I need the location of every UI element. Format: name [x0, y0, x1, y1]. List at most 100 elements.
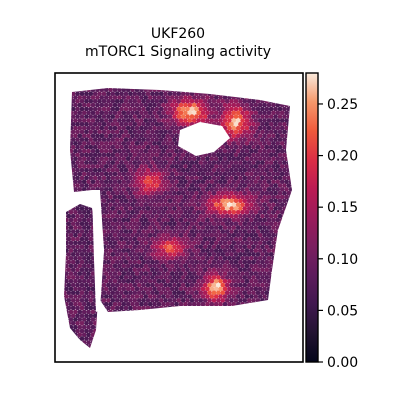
spot	[114, 275, 120, 280]
spot	[213, 118, 219, 123]
spot	[253, 88, 259, 93]
spot	[84, 99, 89, 104]
spot	[84, 267, 89, 273]
spot	[86, 133, 91, 139]
spot	[158, 344, 164, 348]
spot	[90, 88, 96, 93]
spot	[112, 225, 118, 230]
spot	[227, 141, 232, 146]
spot	[176, 313, 182, 319]
spot	[176, 244, 182, 250]
spot	[132, 152, 138, 158]
spot	[196, 340, 201, 345]
spot	[277, 91, 283, 96]
spot	[178, 294, 184, 299]
spot	[194, 244, 199, 250]
spot	[240, 255, 245, 261]
spot	[205, 332, 210, 338]
spot	[132, 183, 138, 188]
spot	[73, 217, 78, 223]
spot	[64, 225, 65, 230]
spot	[257, 309, 263, 315]
spot	[266, 294, 272, 299]
spot	[229, 106, 234, 112]
spot	[103, 324, 109, 330]
spot	[191, 156, 197, 161]
spot	[84, 244, 89, 250]
spot	[246, 252, 252, 257]
spot	[136, 275, 142, 280]
spot	[172, 236, 177, 242]
spot	[99, 179, 105, 184]
spot	[231, 309, 237, 315]
spot	[158, 167, 164, 173]
spot	[266, 225, 272, 230]
spot	[145, 275, 151, 280]
spot	[284, 340, 289, 345]
spot	[277, 213, 283, 219]
spot	[86, 240, 91, 246]
spot	[189, 175, 195, 181]
spot	[251, 229, 256, 234]
spot	[185, 344, 190, 348]
spot	[84, 336, 89, 341]
spot	[286, 213, 292, 219]
spot	[187, 202, 193, 207]
spot	[88, 160, 94, 165]
spot	[88, 344, 94, 348]
spot	[286, 290, 292, 296]
spot	[64, 267, 67, 273]
spot	[139, 133, 144, 139]
spot	[268, 175, 274, 181]
spot	[222, 194, 228, 200]
spot	[222, 301, 228, 307]
spot	[176, 91, 182, 96]
spot	[216, 190, 221, 196]
spot	[176, 336, 182, 341]
spot	[92, 175, 98, 181]
spot	[224, 106, 230, 112]
spot	[257, 88, 263, 93]
spot	[79, 313, 85, 319]
spot	[161, 133, 166, 139]
spot	[128, 198, 133, 204]
spot	[240, 363, 245, 368]
spot	[244, 317, 250, 322]
spot	[81, 187, 87, 192]
spot	[213, 294, 219, 299]
spot	[64, 324, 69, 330]
spot	[266, 309, 272, 315]
spot	[150, 152, 155, 158]
spot	[161, 156, 166, 161]
spot	[154, 122, 160, 127]
spot	[264, 313, 270, 319]
spot	[277, 122, 283, 127]
spot	[75, 213, 80, 219]
spot	[273, 129, 278, 135]
spot	[145, 244, 151, 250]
spot	[150, 336, 155, 341]
spot	[169, 332, 175, 338]
spot	[114, 122, 120, 127]
spot	[113, 363, 118, 368]
spot	[163, 352, 168, 357]
spot	[97, 336, 102, 341]
spot	[106, 229, 111, 234]
spot	[286, 183, 292, 188]
spot	[154, 336, 160, 341]
spot	[271, 278, 276, 284]
spot	[79, 236, 85, 242]
spot	[97, 321, 102, 326]
spot	[108, 286, 113, 292]
spot	[139, 286, 144, 292]
spot	[114, 236, 120, 242]
spot	[58, 321, 63, 326]
spot	[224, 198, 230, 204]
spot	[194, 167, 199, 173]
spot	[231, 125, 237, 131]
spot	[81, 141, 87, 146]
spot	[268, 129, 274, 135]
spot	[176, 175, 182, 181]
spot	[222, 332, 228, 338]
spot	[132, 175, 138, 181]
